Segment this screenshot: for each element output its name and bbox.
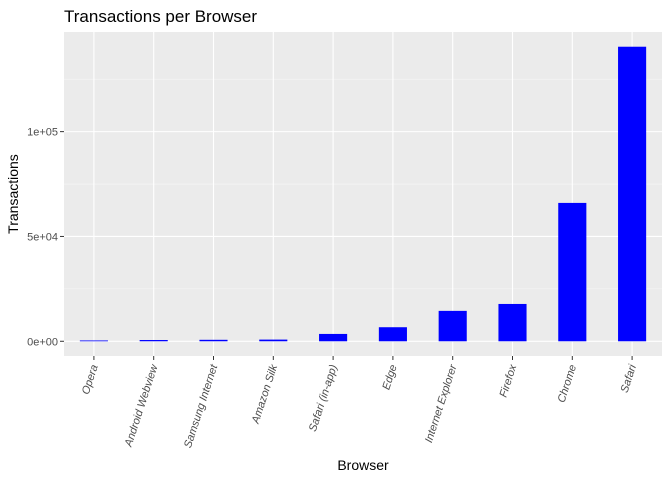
x-tick-label: Firefox — [498, 363, 520, 399]
y-axis: 0e+00 5e+04 1e+05 — [27, 127, 64, 348]
x-tick-label: Samsung Internet — [182, 362, 221, 449]
bar — [498, 303, 527, 342]
bar — [259, 339, 288, 342]
x-tick-label: Edge — [380, 363, 399, 391]
y-axis-title: Transactions — [5, 154, 21, 234]
bar — [79, 340, 108, 342]
bar — [618, 46, 647, 342]
y-tick-label: 5e+04 — [27, 231, 58, 243]
x-axis: Opera Android Webview Samsung Internet Amaz… — [80, 356, 639, 450]
x-tick-label: Safari (in-app) — [307, 363, 340, 433]
bar — [139, 340, 168, 342]
bar — [558, 202, 587, 342]
x-tick-label: Chrome — [556, 363, 580, 404]
x-axis-title: Browser — [337, 457, 389, 473]
grid — [64, 32, 662, 356]
bar — [319, 333, 348, 342]
x-tick-label: Internet Explorer — [423, 362, 460, 444]
y-tick-label: 1e+05 — [27, 127, 58, 139]
y-tick-label: 0e+00 — [27, 336, 58, 348]
bar — [199, 339, 228, 342]
x-tick-label: Opera — [80, 363, 101, 396]
bar — [438, 310, 467, 342]
x-tick-label: Safari — [619, 363, 639, 395]
chart-title: Transactions per Browser — [64, 7, 257, 26]
bars — [79, 46, 647, 342]
x-tick-label: Amazon Silk — [250, 363, 281, 426]
bar — [378, 327, 407, 342]
x-tick-label: Android Webview — [122, 362, 160, 449]
